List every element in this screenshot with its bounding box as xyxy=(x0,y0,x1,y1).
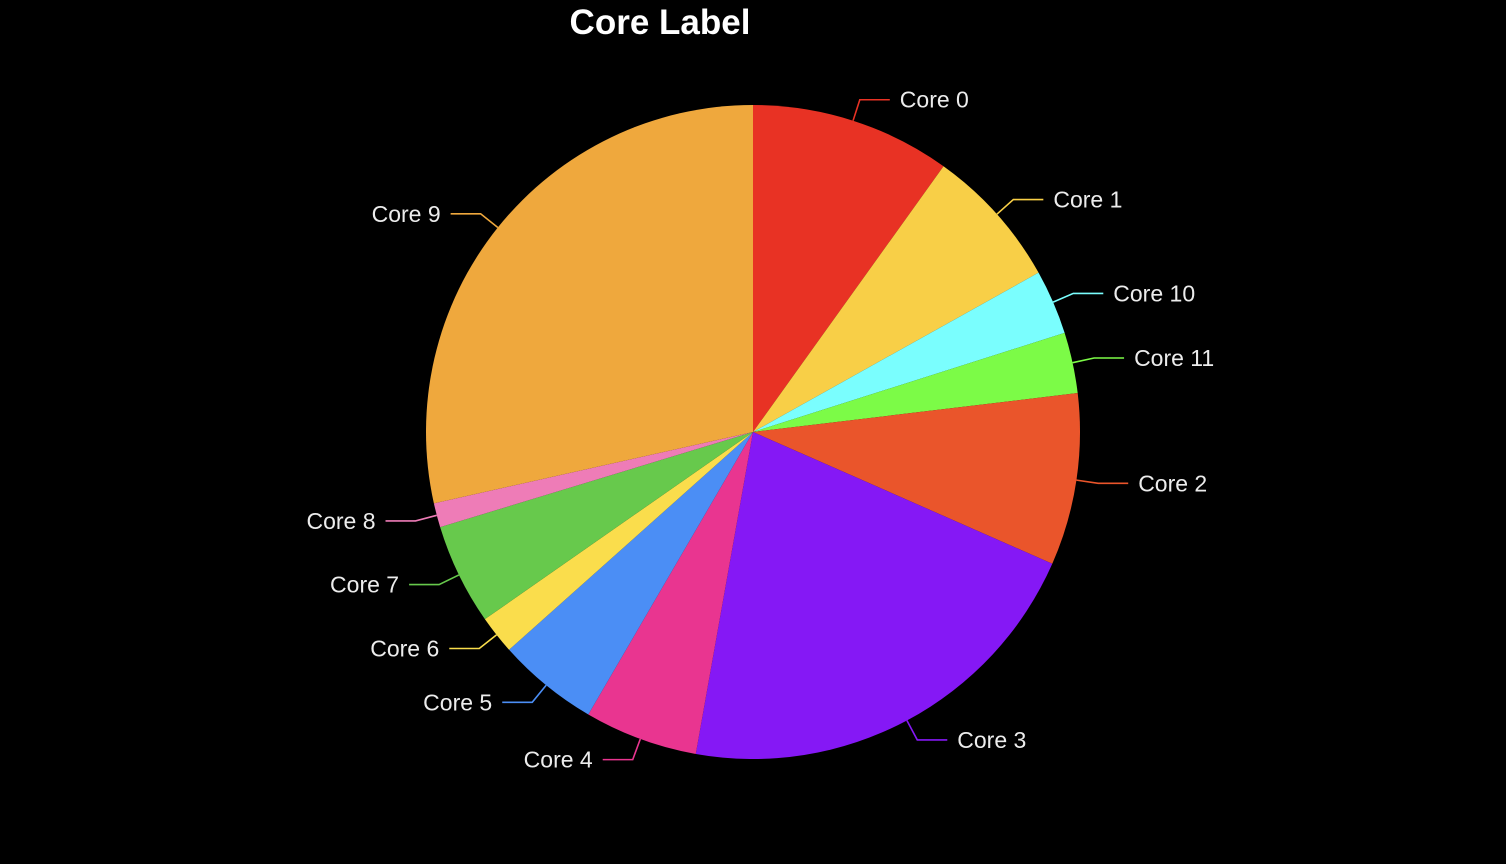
slice-label-core-7: Core 7 xyxy=(330,572,399,598)
slice-label-core-5: Core 5 xyxy=(423,689,492,715)
leader-line-core-4 xyxy=(602,738,642,761)
pie-slice-core-8 xyxy=(433,432,753,528)
leader-line-core-10 xyxy=(1052,292,1104,303)
pie-slice-core-0 xyxy=(753,105,944,432)
slice-label-core-6: Core 6 xyxy=(370,635,439,661)
leader-line-core-2 xyxy=(1076,479,1129,485)
pie-slice-core-7 xyxy=(440,432,753,620)
slice-label-core-9: Core 9 xyxy=(372,201,441,227)
leader-line-core-9 xyxy=(450,212,499,229)
slice-label-core-2: Core 2 xyxy=(1138,470,1207,496)
leader-line-core-7 xyxy=(409,574,460,586)
leader-line-core-8 xyxy=(385,514,437,522)
slice-label-core-0: Core 0 xyxy=(900,87,969,113)
slice-label-core-1: Core 1 xyxy=(1053,187,1122,213)
pie-slice-core-9 xyxy=(425,105,753,504)
pie-slice-core-11 xyxy=(753,332,1078,432)
pie-slice-core-6 xyxy=(484,432,753,650)
pie-slice-core-10 xyxy=(753,272,1065,432)
slice-label-core-3: Core 3 xyxy=(957,727,1026,753)
slice-label-core-11: Core 11 xyxy=(1134,345,1214,371)
leader-line-core-0 xyxy=(852,98,890,121)
pie-slice-core-1 xyxy=(753,166,1039,432)
pie-slice-core-2 xyxy=(753,393,1081,564)
leader-line-core-3 xyxy=(906,720,948,741)
slice-label-core-10: Core 10 xyxy=(1113,280,1195,306)
leader-line-core-1 xyxy=(996,198,1044,215)
slice-label-core-8: Core 8 xyxy=(306,508,375,534)
slice-label-core-4: Core 4 xyxy=(524,747,593,773)
pie-slice-core-4 xyxy=(588,432,753,754)
leader-line-core-6 xyxy=(449,634,498,650)
leader-line-core-5 xyxy=(502,684,547,704)
pie-slice-core-3 xyxy=(695,432,1053,759)
leader-line-core-11 xyxy=(1072,357,1125,364)
chart-title: Core Label xyxy=(569,3,751,42)
pie-slice-core-5 xyxy=(509,432,753,715)
